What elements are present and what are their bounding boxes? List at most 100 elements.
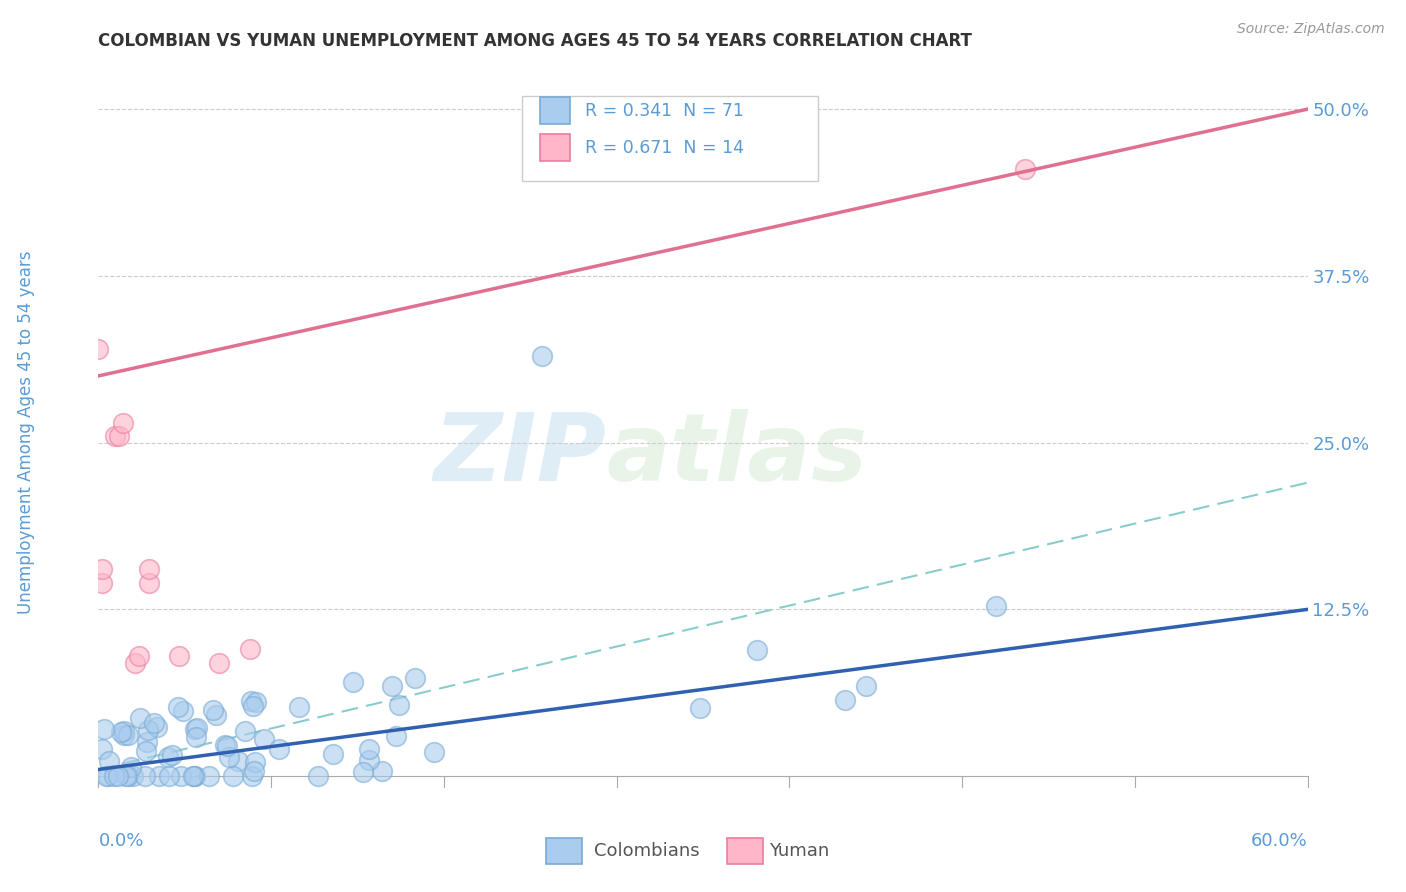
Point	[404, 671, 426, 685]
Point	[233, 724, 256, 739]
Text: 60.0%: 60.0%	[1251, 832, 1308, 850]
Text: Source: ZipAtlas.com: Source: ZipAtlas.com	[1237, 22, 1385, 37]
Point	[170, 769, 193, 783]
Point	[197, 769, 219, 783]
Text: Colombians: Colombians	[595, 842, 700, 860]
Point	[117, 728, 139, 742]
Point	[115, 769, 138, 783]
Point	[423, 746, 446, 760]
Point	[90, 742, 112, 756]
FancyBboxPatch shape	[727, 838, 763, 864]
Point	[87, 343, 110, 357]
Point	[242, 698, 264, 713]
Point	[834, 693, 856, 707]
Point	[97, 769, 120, 783]
Point	[352, 764, 374, 779]
Point	[167, 700, 190, 714]
Point	[134, 744, 156, 758]
Point	[253, 731, 276, 746]
Point	[111, 416, 134, 430]
Point	[172, 705, 194, 719]
Point	[745, 643, 768, 657]
Point	[240, 769, 263, 783]
Point	[215, 739, 238, 754]
Point	[129, 711, 152, 725]
Point	[143, 716, 166, 731]
Point	[107, 429, 129, 443]
Point	[121, 769, 143, 783]
FancyBboxPatch shape	[540, 97, 569, 124]
Point	[243, 764, 266, 778]
Point	[239, 642, 262, 657]
Point	[120, 760, 142, 774]
Point	[240, 694, 263, 708]
Text: R = 0.341  N = 71: R = 0.341 N = 71	[585, 102, 744, 120]
Text: Yuman: Yuman	[769, 842, 830, 860]
Point	[157, 750, 180, 764]
Point	[94, 769, 117, 783]
FancyBboxPatch shape	[522, 95, 818, 181]
Point	[243, 755, 266, 769]
Point	[124, 656, 146, 670]
Point	[855, 679, 877, 693]
Point	[342, 675, 364, 690]
Point	[183, 769, 205, 783]
Point	[226, 754, 249, 768]
Point	[103, 429, 125, 443]
Point	[218, 749, 240, 764]
Point	[388, 698, 411, 713]
Point	[112, 723, 135, 738]
Point	[103, 769, 125, 783]
Point	[530, 349, 553, 363]
Point	[136, 735, 159, 749]
Text: COLOMBIAN VS YUMAN UNEMPLOYMENT AMONG AGES 45 TO 54 YEARS CORRELATION CHART: COLOMBIAN VS YUMAN UNEMPLOYMENT AMONG AG…	[98, 32, 973, 50]
Point	[201, 703, 224, 717]
Point	[136, 723, 159, 737]
Point	[689, 701, 711, 715]
Point	[112, 728, 135, 742]
Text: Unemployment Among Ages 45 to 54 years: Unemployment Among Ages 45 to 54 years	[17, 251, 35, 615]
Point	[157, 769, 180, 783]
Point	[148, 769, 170, 783]
Point	[117, 769, 139, 783]
FancyBboxPatch shape	[546, 838, 582, 864]
Text: 0.0%: 0.0%	[98, 832, 143, 850]
Point	[269, 742, 291, 756]
Point	[146, 720, 169, 734]
FancyBboxPatch shape	[540, 135, 569, 161]
Point	[221, 769, 243, 783]
Point	[208, 656, 231, 670]
Text: ZIP: ZIP	[433, 409, 606, 500]
Point	[181, 769, 204, 783]
Point	[307, 769, 329, 783]
Point	[93, 723, 115, 737]
Point	[184, 769, 207, 783]
Point	[214, 739, 236, 753]
Point	[128, 648, 150, 663]
Point	[1014, 162, 1036, 177]
Point	[91, 575, 114, 590]
Point	[385, 729, 408, 743]
Point	[110, 725, 132, 739]
Point	[380, 679, 402, 693]
Text: R = 0.671  N = 14: R = 0.671 N = 14	[585, 138, 744, 157]
Point	[322, 747, 344, 762]
Text: atlas: atlas	[606, 409, 868, 500]
Point	[287, 699, 309, 714]
Point	[984, 599, 1007, 614]
Point	[134, 769, 156, 783]
Point	[357, 753, 380, 767]
Point	[371, 764, 394, 778]
Point	[91, 562, 114, 576]
Point	[138, 575, 160, 590]
Point	[184, 722, 207, 736]
Point	[167, 648, 190, 663]
Point	[186, 730, 208, 744]
Point	[138, 562, 160, 576]
Point	[245, 695, 267, 709]
Point	[205, 708, 228, 723]
Point	[107, 769, 129, 783]
Point	[357, 742, 380, 756]
Point	[160, 747, 183, 762]
Point	[186, 721, 208, 735]
